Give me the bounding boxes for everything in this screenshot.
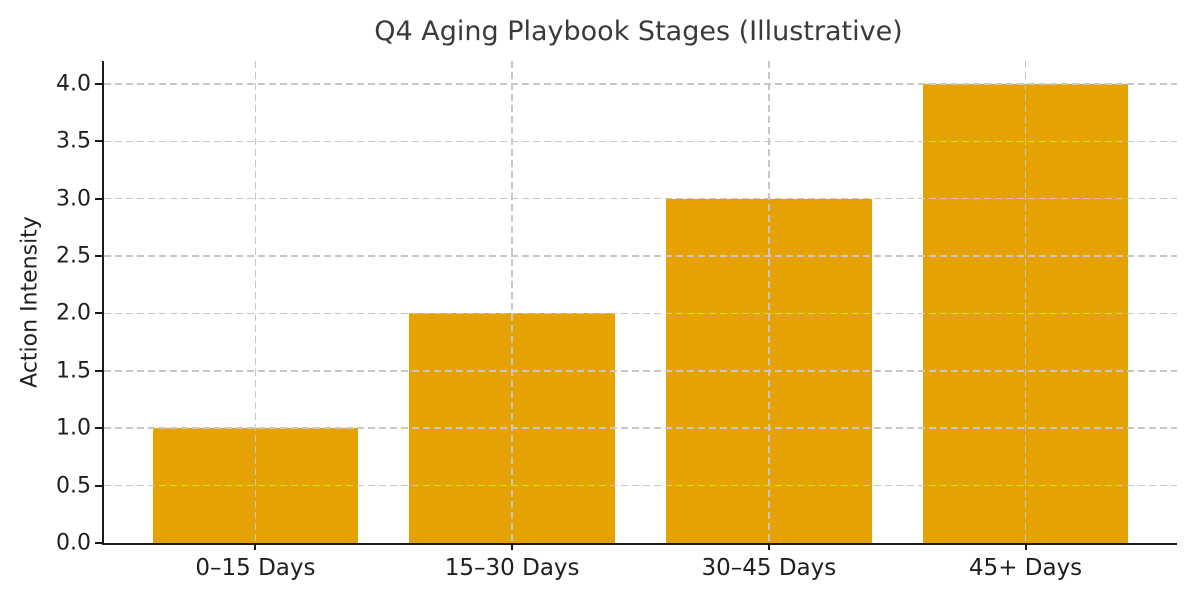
h-gridline <box>104 255 1177 257</box>
x-tick-mark <box>1024 543 1027 550</box>
x-tick-label: 15–30 Days <box>444 555 580 581</box>
h-gridline <box>104 312 1177 315</box>
y-tick-mark <box>95 82 102 85</box>
y-tick-label: 3.5 <box>56 128 91 154</box>
x-tick-label: 45+ Days <box>968 555 1083 581</box>
y-tick-mark <box>95 140 102 143</box>
y-tick-label: 2.5 <box>56 243 91 269</box>
chart-title: Q4 Aging Playbook Stages (Illustrative) <box>374 16 903 47</box>
y-tick-mark <box>95 197 102 200</box>
y-tick-label: 3.0 <box>56 186 91 212</box>
h-gridline <box>104 427 1177 429</box>
y-tick-mark <box>95 484 102 487</box>
h-gridline <box>104 370 1177 372</box>
v-gridline <box>768 61 770 543</box>
x-tick-label: 30–45 Days <box>701 555 837 581</box>
h-gridline <box>104 197 1177 200</box>
y-tick-mark <box>95 312 102 315</box>
y-tick-label: 1.5 <box>56 358 91 384</box>
x-tick-mark <box>767 543 770 550</box>
y-tick-label: 1.0 <box>56 415 91 441</box>
y-tick-mark <box>95 255 102 258</box>
y-axis-label: Action Intensity <box>17 216 43 388</box>
y-tick-mark <box>95 427 102 430</box>
y-tick-label: 2.0 <box>56 300 91 326</box>
h-gridline <box>104 484 1177 487</box>
h-gridline <box>104 83 1177 85</box>
x-tick-mark <box>254 543 257 550</box>
x-tick-label: 0–15 Days <box>195 555 316 581</box>
y-tick-label: 0.0 <box>56 530 91 556</box>
y-tick-mark <box>95 369 102 372</box>
v-gridline <box>511 61 513 543</box>
h-gridline <box>104 140 1177 143</box>
y-tick-mark <box>95 542 102 544</box>
plot-area: 0.0 0.5 1.0 1.5 2.0 2.5 3.0 3.5 4.0 0–15 Days 15–3… <box>56 61 1177 581</box>
y-tick-label: 4.0 <box>56 71 91 97</box>
x-tick-mark <box>511 543 514 550</box>
v-gridline <box>254 61 257 543</box>
y-tick-label: 0.5 <box>56 473 91 499</box>
v-gridline <box>1024 61 1027 543</box>
